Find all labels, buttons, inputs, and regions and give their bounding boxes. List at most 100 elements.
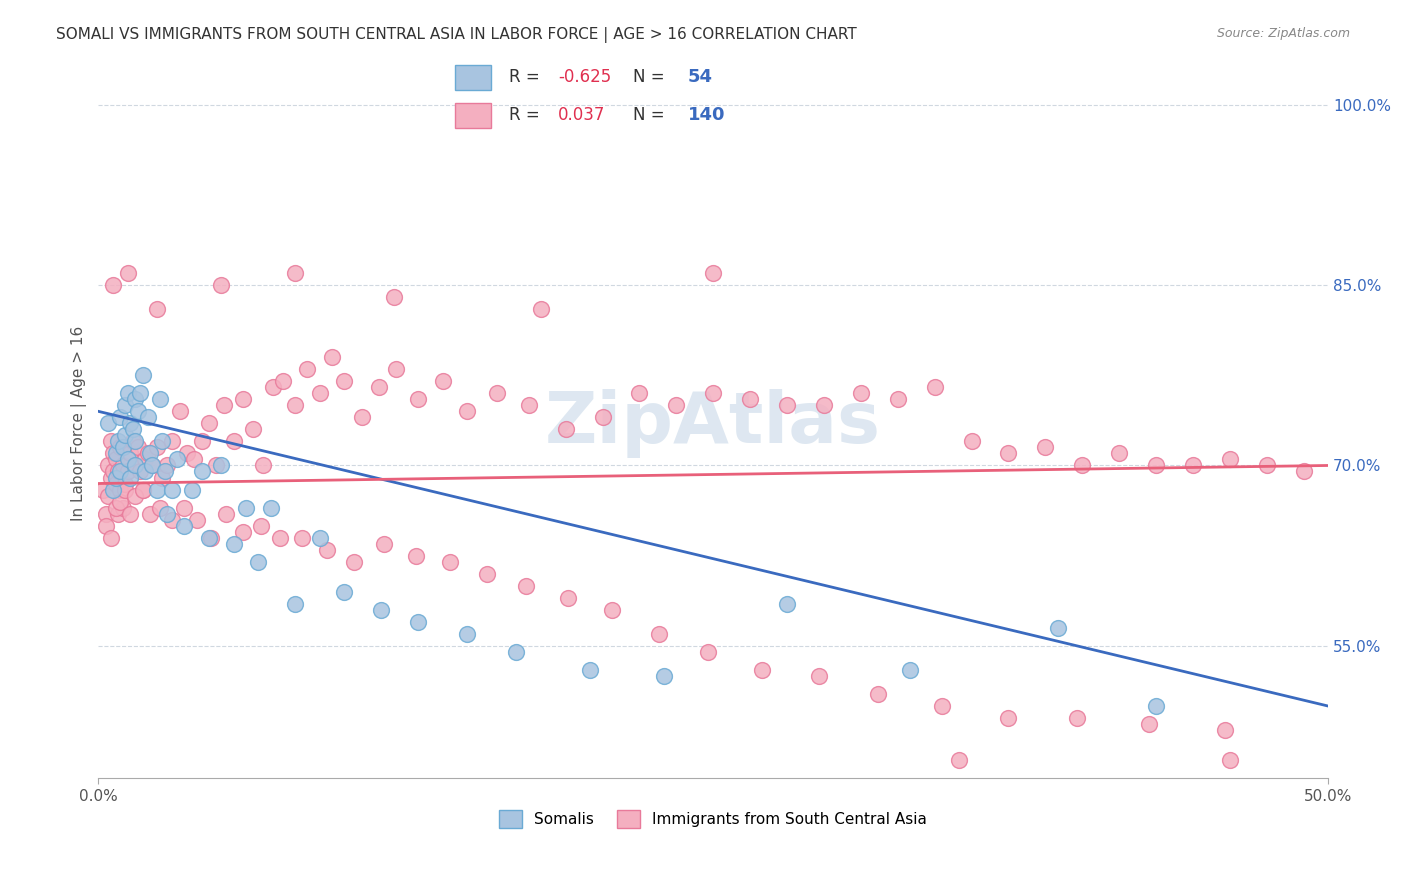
Point xyxy=(97,489,120,503)
Point xyxy=(235,500,257,515)
Point xyxy=(127,404,149,418)
Text: SOMALI VS IMMIGRANTS FROM SOUTH CENTRAL ASIA IN LABOR FORCE | AGE > 16 CORRELATI: SOMALI VS IMMIGRANTS FROM SOUTH CENTRAL … xyxy=(56,27,858,43)
Point xyxy=(1219,452,1241,467)
Point xyxy=(485,386,508,401)
Point xyxy=(232,524,254,539)
Point xyxy=(101,483,124,497)
Point xyxy=(120,446,142,460)
Bar xyxy=(456,103,491,128)
Point xyxy=(114,398,136,412)
Point xyxy=(557,591,579,605)
Point xyxy=(517,398,540,412)
Bar xyxy=(456,64,491,90)
Point xyxy=(91,483,114,497)
Point xyxy=(333,584,356,599)
Point xyxy=(931,699,953,714)
Point xyxy=(107,434,129,449)
Point xyxy=(456,404,478,418)
Point xyxy=(271,374,294,388)
Point xyxy=(120,470,142,484)
Point xyxy=(515,579,537,593)
Point xyxy=(579,663,602,677)
Point xyxy=(150,434,173,449)
Point xyxy=(297,362,319,376)
Point xyxy=(141,458,163,473)
Text: 54: 54 xyxy=(688,69,713,87)
Point xyxy=(156,458,179,473)
Point xyxy=(124,489,146,503)
Point xyxy=(117,465,139,479)
Point xyxy=(190,434,212,449)
Point xyxy=(665,398,688,412)
Point xyxy=(190,465,212,479)
Point xyxy=(198,531,221,545)
Point xyxy=(134,452,156,467)
Point xyxy=(252,458,274,473)
Point xyxy=(117,266,139,280)
Point xyxy=(813,398,835,412)
Point xyxy=(146,483,169,497)
Text: Source: ZipAtlas.com: Source: ZipAtlas.com xyxy=(1216,27,1350,40)
Point xyxy=(1066,711,1088,725)
Point xyxy=(131,368,153,383)
Point xyxy=(150,470,173,484)
Point xyxy=(776,597,799,611)
Text: R =: R = xyxy=(509,69,546,87)
Point xyxy=(110,494,132,508)
Point xyxy=(100,470,122,484)
Point xyxy=(284,266,307,280)
Point xyxy=(107,507,129,521)
Point xyxy=(475,566,498,581)
Point xyxy=(602,603,624,617)
Point xyxy=(169,404,191,418)
Point xyxy=(110,465,132,479)
Point xyxy=(530,302,553,317)
Point xyxy=(209,278,232,293)
Point xyxy=(114,483,136,497)
Text: 0.037: 0.037 xyxy=(558,106,605,124)
Point xyxy=(367,380,389,394)
Point xyxy=(316,542,339,557)
Point xyxy=(129,386,152,401)
Point xyxy=(117,386,139,401)
Point xyxy=(104,476,127,491)
Point xyxy=(284,597,307,611)
Point xyxy=(886,392,908,407)
Point xyxy=(173,518,195,533)
Point xyxy=(259,500,281,515)
Point xyxy=(101,465,124,479)
Point xyxy=(100,434,122,449)
Point xyxy=(153,465,176,479)
Point xyxy=(136,446,159,460)
Point xyxy=(370,603,392,617)
Point xyxy=(898,663,921,677)
Point xyxy=(120,417,142,431)
Point xyxy=(124,458,146,473)
Point xyxy=(141,458,163,473)
Point xyxy=(209,458,232,473)
Point xyxy=(308,531,330,545)
Point xyxy=(249,518,271,533)
Point xyxy=(849,386,872,401)
Point xyxy=(373,536,395,550)
Point xyxy=(131,483,153,497)
Point xyxy=(198,417,221,431)
Point xyxy=(121,422,143,436)
Point xyxy=(149,392,172,407)
Point xyxy=(110,483,132,497)
Point xyxy=(308,386,330,401)
Point xyxy=(284,398,307,412)
Point xyxy=(406,615,429,629)
Point xyxy=(432,374,454,388)
Point xyxy=(111,500,134,515)
Point xyxy=(215,507,238,521)
Point xyxy=(269,531,291,545)
Point xyxy=(1071,458,1094,473)
Point xyxy=(200,531,222,545)
Point xyxy=(242,422,264,436)
Point xyxy=(1292,465,1315,479)
Point xyxy=(146,302,169,317)
Point xyxy=(997,446,1019,460)
Point xyxy=(1046,621,1069,635)
Point xyxy=(129,465,152,479)
